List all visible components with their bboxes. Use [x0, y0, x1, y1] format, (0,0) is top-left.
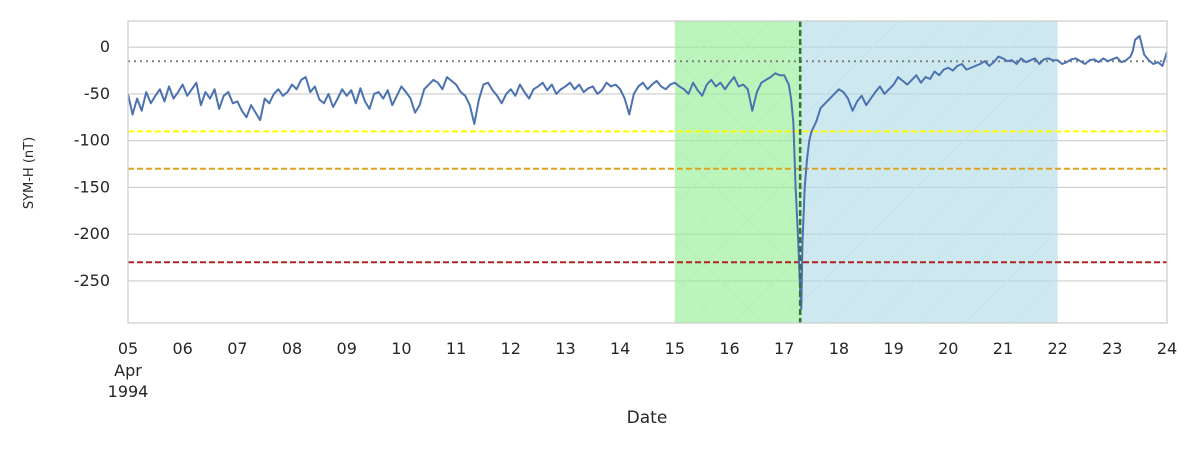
event-regions: [674, 21, 1058, 323]
x-tick-label: 21: [993, 339, 1013, 358]
y-axis-title: SYM-H (nT): [22, 137, 37, 209]
x-tick-label: 22: [1047, 339, 1067, 358]
x-tick-label: 19: [883, 339, 903, 358]
x-tick-label: 12: [501, 339, 521, 358]
x-tick-month-label: Apr: [114, 361, 142, 380]
y-tick-label: -50: [84, 84, 110, 103]
x-axis-title: Date: [627, 408, 668, 428]
plot-frame: [127, 20, 1168, 324]
x-tick-label: 06: [173, 339, 193, 358]
x-tick-label: 13: [555, 339, 575, 358]
y-tick-label: -150: [74, 177, 110, 196]
y-tick-label: -250: [74, 271, 110, 290]
x-tick-label: 11: [446, 339, 466, 358]
storm-main-phase-region: [674, 21, 803, 323]
x-tick-label: 18: [829, 339, 849, 358]
x-tick-label: 20: [938, 339, 958, 358]
x-tick-label: 24: [1157, 339, 1177, 358]
y-tick-label: -200: [74, 224, 110, 243]
series-layer: [128, 34, 1167, 310]
x-tick-label: 07: [227, 339, 247, 358]
x-tick-label: 08: [282, 339, 302, 358]
y-tick-label: -100: [74, 131, 110, 150]
sym-h-series-line: [128, 34, 1167, 310]
x-tick-label: 05: [118, 339, 138, 358]
x-tick-label: 23: [1102, 339, 1122, 358]
x-tick-year-label: 1994: [108, 382, 149, 401]
x-tick-label: 09: [337, 339, 357, 358]
x-tick-label: 16: [719, 339, 739, 358]
x-tick-label: 10: [391, 339, 411, 358]
storm-recovery-phase-region: [802, 21, 1058, 323]
y-tick-label: 0: [100, 37, 110, 56]
x-tick-label: 17: [774, 339, 794, 358]
x-tick-label: 15: [665, 339, 685, 358]
x-tick-label: 14: [610, 339, 630, 358]
y-tick-labels: 0 -50 -100 -150 -200 -250: [74, 37, 110, 290]
x-tick-labels: 05 Apr 1994 06 07 08 09 10 11 12 13 14 15 16 17 18 19 20 2…: [108, 339, 1178, 401]
